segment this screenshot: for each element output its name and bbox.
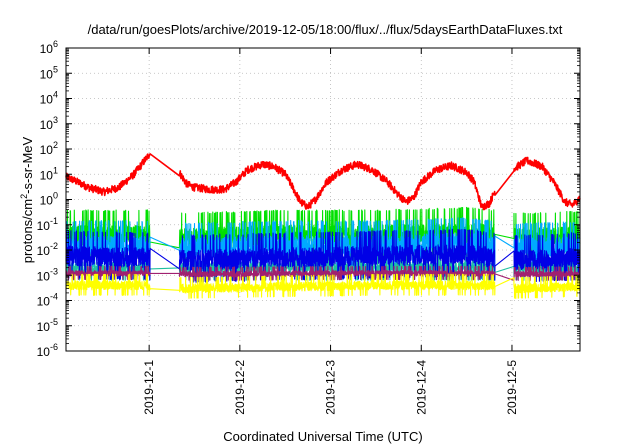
y-tick-label: 10-3 <box>37 266 58 283</box>
y-tick-label: 10-4 <box>37 292 58 309</box>
y-tick-label: 102 <box>40 140 58 157</box>
axis-ticks <box>66 47 580 352</box>
chart-title: /data/run/goesPlots/archive/2019-12-05/1… <box>88 22 563 37</box>
x-tick-label: 2019-12-2 <box>233 360 247 415</box>
y-tick-label: 106 <box>40 39 58 56</box>
y-tick-label: 10-6 <box>37 342 58 359</box>
series-line <box>65 153 581 211</box>
y-tick-label: 10-2 <box>37 241 58 258</box>
y-axis-tick-labels: 10-6 10-5 10-4 10-3 10-2 10-1 100 101 102 103 104 1… <box>37 39 58 359</box>
data-series <box>65 153 581 300</box>
y-tick-label: 101 <box>40 165 58 182</box>
y-axis-label: protons/cm2-s-sr-MeV <box>19 136 35 263</box>
y-tick-label: 105 <box>40 64 58 81</box>
x-axis-tick-labels: 2019-12-1 2019-12-2 2019-12-3 2019-12-4 2019… <box>142 360 519 415</box>
series-line <box>65 273 581 300</box>
x-tick-label: 2019-12-5 <box>505 360 519 415</box>
x-tick-label: 2019-12-1 <box>142 360 156 415</box>
y-tick-label: 104 <box>40 90 58 107</box>
x-axis-label: Coordinated Universal Time (UTC) <box>223 429 422 444</box>
x-tick-label: 2019-12-3 <box>324 360 338 415</box>
x-tick-label: 2019-12-4 <box>414 360 428 415</box>
y-tick-label: 10-1 <box>37 216 58 233</box>
y-tick-label: 100 <box>40 191 58 208</box>
y-tick-label: 103 <box>40 115 58 132</box>
grid-lines <box>66 48 580 351</box>
series-line <box>65 265 581 281</box>
series-line <box>65 228 581 283</box>
y-tick-label: 10-5 <box>37 317 58 334</box>
